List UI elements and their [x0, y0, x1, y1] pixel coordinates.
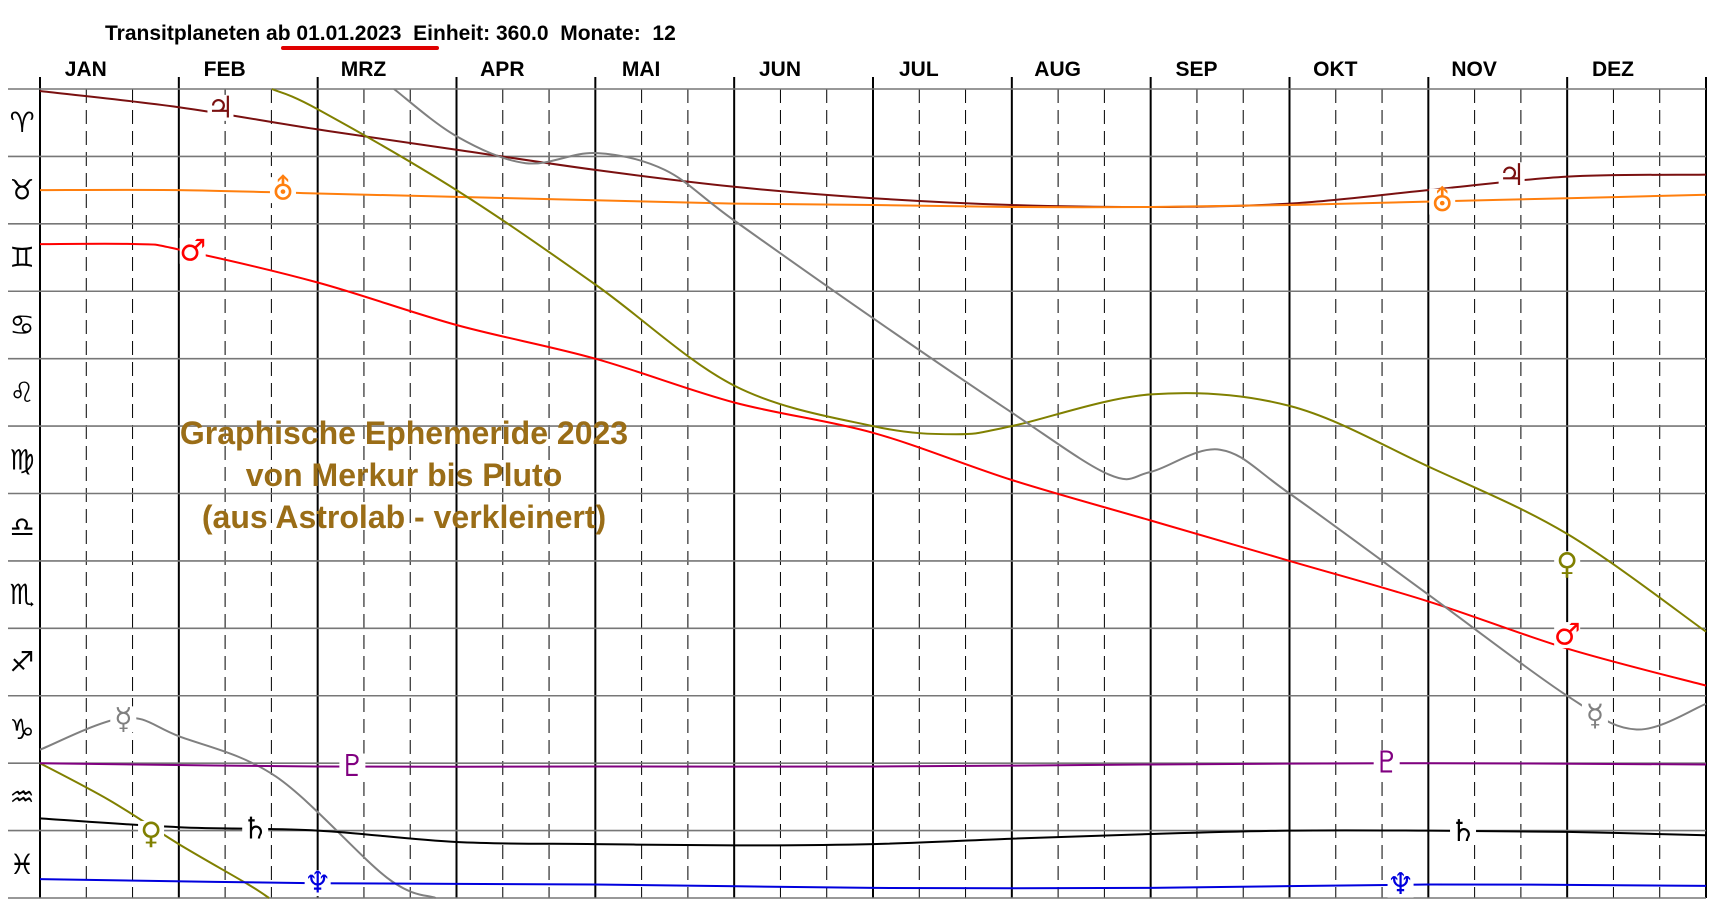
zodiac-sign-label: ♌ [9, 376, 34, 409]
month-label: AUG [1034, 58, 1081, 81]
planet-glyph-marker: ♇ [1373, 746, 1400, 781]
planet-glyph-marker: ♃ [207, 90, 234, 125]
annotation-line: (aus Astrolab - verkleinert) [202, 499, 606, 535]
planet-glyph-marker: ♆ [1387, 867, 1414, 902]
zodiac-sign-label: ♒ [9, 780, 34, 813]
date-underline [281, 46, 439, 50]
planet-line [39, 817, 1707, 847]
zodiac-sign-label: ♊ [9, 241, 34, 274]
annotation-line: Graphische Ephemeride 2023 [180, 415, 628, 451]
glyph-marker-halo [138, 820, 165, 847]
glyph-marker-halo [110, 706, 137, 733]
glyph-marker-halo [339, 753, 366, 780]
annotation-line: von Merkur bis Pluto [246, 457, 562, 493]
month-label: NOV [1451, 58, 1497, 81]
month-label: SEP [1175, 58, 1217, 81]
zodiac-sign-label: ♋ [9, 308, 34, 341]
planet-series [39, 88, 1707, 899]
glyph-marker-halo [1387, 871, 1414, 898]
planet-line [39, 762, 1707, 768]
glyph-marker-halo [1554, 551, 1581, 578]
planet-line [271, 88, 1707, 633]
glyph-marker-halo [1581, 702, 1608, 729]
month-label: FEB [204, 58, 246, 81]
planet-glyph-marker: ♂ [1554, 618, 1581, 653]
month-label: MAI [622, 58, 661, 81]
glyph-marker-halo [1450, 818, 1477, 845]
planet-line [39, 242, 1707, 687]
month-label: JUN [759, 58, 801, 81]
planet-glyph-marker: ♄ [1450, 814, 1477, 849]
planet-glyph-marker: ♃ [1498, 158, 1525, 193]
planet-line [39, 188, 1707, 209]
month-label: JAN [65, 58, 107, 81]
glyph-marker-halo [1429, 188, 1456, 215]
glyph-marker-halo [179, 237, 206, 264]
zodiac-sign-label: ♈ [9, 106, 34, 139]
zodiac-sign-label: ♐ [9, 646, 34, 679]
planet-glyph-marker: ♂ [179, 233, 206, 268]
planet-glyph-marker: ⛢ [272, 173, 294, 208]
planet-glyph-marker: ☿ [1586, 698, 1604, 733]
planet-line [39, 716, 437, 899]
month-label: APR [480, 58, 524, 81]
planet-glyph-marker: ☿ [114, 702, 132, 737]
header-monate: Monate: 12 [548, 22, 676, 45]
month-label: DEZ [1592, 58, 1634, 81]
month-label: MRZ [341, 58, 387, 81]
glyph-marker-halo [304, 870, 331, 897]
planet-glyph-marker: ♀ [1556, 547, 1578, 582]
planet-glyph-marker: ♀ [140, 816, 162, 851]
chart-annotation: Graphische Ephemeride 2023 von Merkur bis… [180, 415, 628, 535]
month-labels: JAN FEB MRZ APR MAI JUN JUL AUG SEP OKT NOV DEZ [65, 58, 1634, 81]
zodiac-sign-labels: ♈ ♉ ♊ ♋ ♌ ♍ ♎ ♏ ♐ ♑ ♒ ♓ [9, 106, 34, 881]
planet-line [39, 762, 270, 899]
chart-header: Transitplaneten ab 01.01.2023 Einheit: 3… [105, 22, 676, 46]
planet-line [39, 90, 1707, 209]
month-label: OKT [1313, 58, 1358, 81]
glyph-marker-halo [242, 816, 269, 843]
glyph-marker-halo [207, 94, 234, 121]
month-label: JUL [899, 58, 939, 81]
zodiac-sign-label: ♎ [9, 511, 34, 544]
planet-glyph-markers: ♃ ♃ ⛢ ⛢ ♂ ♂ ♀ ♀ ☿ ☿ ♄ ♄ ♇ ♇ ♆ ♆ [110, 90, 1608, 902]
glyph-marker-halo [1498, 162, 1525, 189]
planet-glyph-marker: ♄ [242, 812, 269, 847]
header-prefix: Transitplaneten [105, 22, 267, 45]
planet-glyph-marker: ♆ [304, 866, 331, 901]
glyph-marker-halo [269, 177, 296, 204]
header-einheit: Einheit: 360.0 [401, 22, 549, 45]
planet-glyph-marker: ⛢ [1431, 184, 1453, 219]
header-date: ab 01.01.2023 [266, 22, 402, 45]
zodiac-sign-label: ♑ [9, 713, 34, 746]
zodiac-sign-label: ♉ [9, 174, 34, 207]
glyph-marker-halo [1373, 750, 1400, 777]
zodiac-sign-label: ♓ [9, 848, 34, 881]
zodiac-sign-label: ♍ [9, 443, 34, 476]
planet-line [393, 88, 1707, 731]
planet-glyph-marker: ♇ [339, 749, 366, 784]
zodiac-sign-label: ♏ [9, 578, 34, 611]
glyph-marker-halo [1554, 622, 1581, 649]
